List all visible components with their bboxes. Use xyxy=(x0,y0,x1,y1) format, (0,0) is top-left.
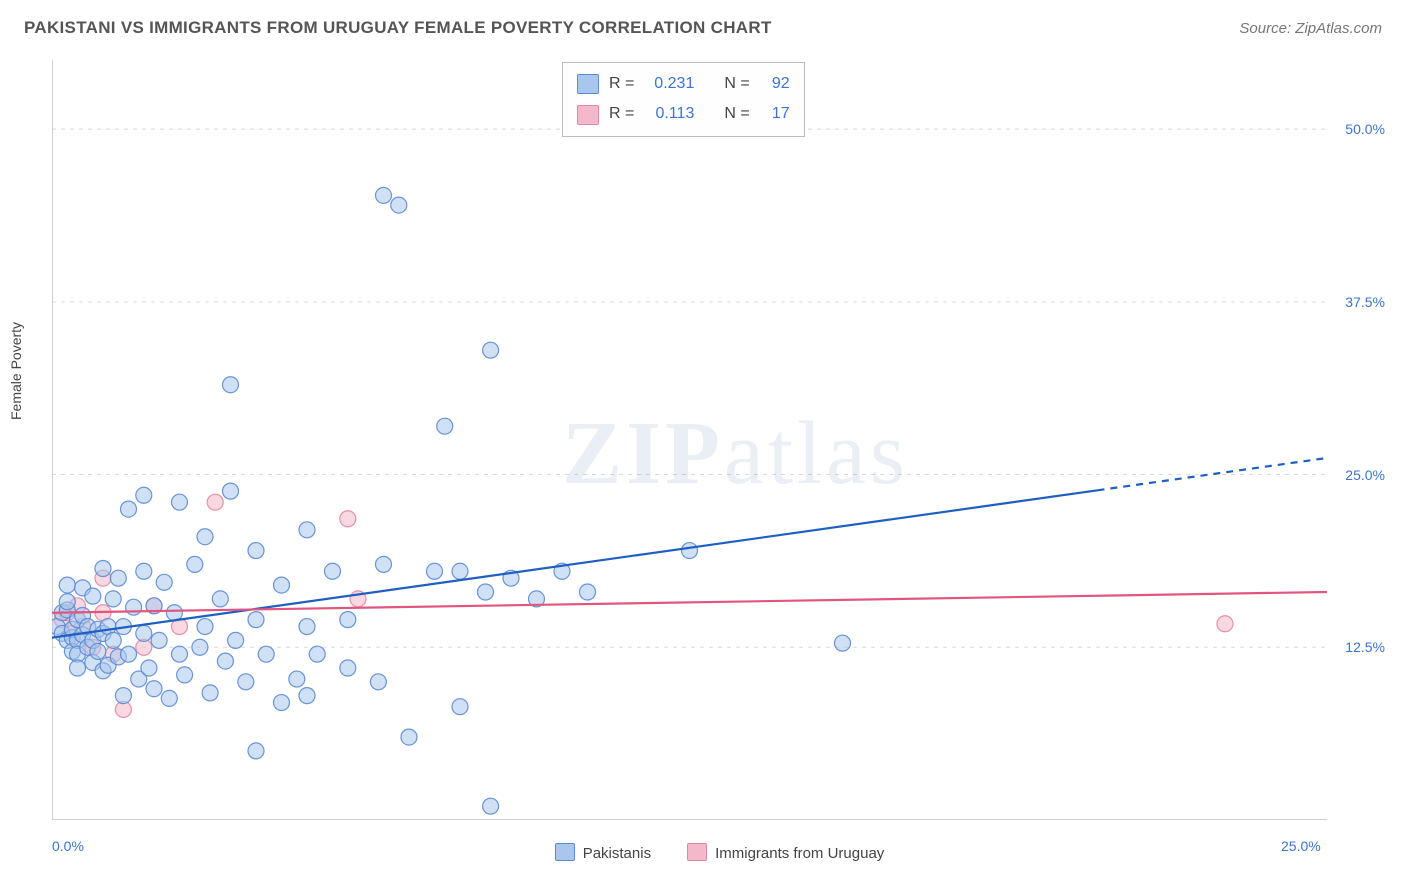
n-value: 92 xyxy=(760,69,790,99)
r-label: R = xyxy=(609,99,634,129)
chart-area: ZIPatlas R =0.231N =92R =0.113N =17 12.5… xyxy=(52,60,1387,820)
y-axis-label: Female Poverty xyxy=(8,322,24,420)
legend-label: Pakistanis xyxy=(583,845,651,862)
r-value: 0.113 xyxy=(644,99,694,129)
legend-label: Immigrants from Uruguay xyxy=(715,845,884,862)
bottom-legend: Pakistanis Immigrants from Uruguay xyxy=(52,840,1387,862)
header: PAKISTANI VS IMMIGRANTS FROM URUGUAY FEM… xyxy=(0,0,1406,46)
n-value: 17 xyxy=(760,99,790,129)
r-label: R = xyxy=(609,69,634,99)
scatter-plot-svg xyxy=(52,60,1387,820)
legend-item: Immigrants from Uruguay xyxy=(687,840,884,862)
source-attribution: Source: ZipAtlas.com xyxy=(1239,20,1382,37)
correlation-row: R = 0.231 N = 92 xyxy=(577,69,790,99)
source-name: ZipAtlas.com xyxy=(1295,20,1382,37)
y-tick-label: 25.0% xyxy=(1345,467,1385,483)
y-tick-label: 12.5% xyxy=(1345,639,1385,655)
legend-swatch-icon xyxy=(577,105,599,125)
legend-swatch-icon xyxy=(577,74,599,94)
n-label: N = xyxy=(724,69,749,99)
y-tick-label: 37.5% xyxy=(1345,294,1385,310)
correlation-row: R = 0.113 N = 17 xyxy=(577,99,790,129)
legend-item: Pakistanis xyxy=(555,840,651,862)
source-prefix: Source: xyxy=(1239,20,1295,37)
r-value: 0.231 xyxy=(644,69,694,99)
chart-title: PAKISTANI VS IMMIGRANTS FROM URUGUAY FEM… xyxy=(24,18,772,38)
y-tick-label: 50.0% xyxy=(1345,121,1385,137)
legend-swatch-icon xyxy=(687,843,707,861)
legend-swatch-icon xyxy=(555,843,575,861)
n-label: N = xyxy=(724,99,749,129)
correlation-legend-box: R = 0.231 N = 92 R = 0.113 N = 17 xyxy=(562,62,805,137)
